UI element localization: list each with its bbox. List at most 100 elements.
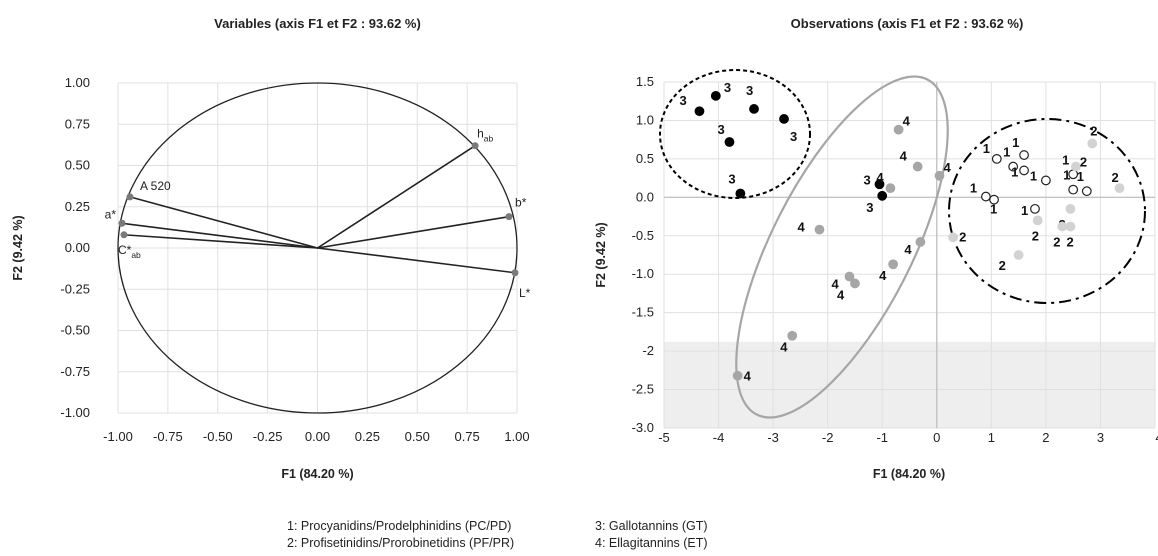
x-tick-label: -1 (876, 430, 888, 445)
x-tick-label: -5 (658, 430, 670, 445)
observation-point (948, 232, 959, 243)
x-tick-label: -1.00 (103, 429, 133, 444)
vector-line (317, 145, 476, 249)
legend-entry-3: 3: Gallotannins (GT) (595, 519, 708, 533)
vector-label: hab (477, 127, 493, 144)
x-tick-label: -2 (822, 430, 834, 445)
observation-point (735, 188, 746, 199)
cluster-gallotannins (659, 69, 811, 199)
x-tick-label: 3 (1097, 430, 1104, 445)
x-axis-label: F1 (84.20 %) (873, 467, 945, 481)
y-tick-label: 0.50 (65, 158, 90, 173)
observation-label: 2 (1090, 124, 1097, 139)
observation-point (1087, 138, 1098, 149)
observations-chart: Observations (axis F1 et F2 : 93.62 %) -5… (594, 16, 1158, 481)
y-tick-label: 0.00 (65, 240, 90, 255)
observation-point (749, 104, 759, 114)
vector-line (123, 234, 318, 249)
x-axis-label: F1 (84.20 %) (281, 467, 353, 481)
y-tick-label: -0.75 (60, 364, 90, 379)
legend-entry-1: 1: Procyanidins/Prodelphinidins (PC/PD) (287, 519, 512, 533)
observation-label: 2 (1053, 235, 1060, 250)
observation-label: 3 (728, 171, 735, 186)
observation-point (1019, 150, 1029, 160)
legend-entry-2: 2: Profisetinidins/Prorobinetidins (PF/P… (287, 536, 515, 550)
observations-title: Observations (axis F1 et F2 : 93.62 %) (791, 16, 1024, 31)
observation-label: 1 (1003, 145, 1010, 160)
observation-label: 1 (1063, 168, 1070, 183)
observation-point (787, 330, 798, 341)
observation-label: 4 (879, 268, 887, 283)
observation-label: 4 (900, 149, 908, 164)
observation-point (1013, 250, 1024, 260)
observation-point (980, 191, 991, 202)
legend-col-1: 1: Procyanidins/Prodelphinidins (PC/PD) … (287, 518, 514, 552)
y-tick-label: -2.5 (632, 382, 654, 397)
vector-line (121, 222, 318, 249)
correlation-circle (117, 82, 518, 414)
x-tick-label: 2 (1042, 430, 1049, 445)
y-axis-label: F2 (9.42 %) (594, 222, 608, 287)
vector-point (511, 269, 519, 277)
observation-point (724, 137, 735, 147)
x-tick-label: -0.75 (153, 429, 183, 444)
observation-point (1030, 203, 1040, 214)
observation-label: 1 (1011, 164, 1018, 179)
observation-label: 3 (679, 93, 686, 108)
observation-label: 4 (837, 287, 845, 302)
x-tick-label: 0.00 (305, 429, 330, 444)
observation-point (915, 237, 926, 247)
vector-label: a* (105, 207, 117, 221)
observation-point (989, 194, 999, 205)
vector-label: L* (519, 286, 531, 300)
observation-label: 3 (790, 129, 797, 144)
vector-label: b* (515, 196, 527, 210)
observation-point (991, 153, 1002, 164)
observation-label: 2 (999, 258, 1006, 273)
legend-entry-4: 4: Ellagitannins (ET) (595, 536, 708, 550)
y-tick-label: -2 (642, 343, 654, 358)
observation-point (1019, 165, 1029, 176)
observation-label: 2 (959, 229, 966, 244)
observation-label: 3 (863, 172, 870, 187)
observation-point (850, 278, 860, 289)
vector-label: C*ab (118, 243, 141, 260)
observation-label: 4 (876, 170, 884, 185)
vector-point (471, 142, 479, 150)
observation-label: 4 (780, 340, 788, 355)
vector-label: A 520 (140, 179, 171, 193)
observation-point (888, 259, 899, 270)
observation-label: 1 (1021, 203, 1028, 218)
y-tick-label: -0.50 (60, 323, 90, 338)
vector-line (317, 215, 510, 249)
observation-point (1008, 161, 1019, 172)
observation-point (1057, 221, 1068, 232)
y-tick-label: 1.5 (636, 74, 654, 89)
observation-label: 1 (1030, 168, 1037, 183)
observation-point (874, 179, 885, 190)
observation-label: 1 (970, 181, 977, 196)
observation-point (877, 190, 888, 201)
observation-label: 3 (746, 83, 753, 98)
y-tick-label: -3.0 (632, 420, 654, 435)
vector-line (317, 247, 516, 274)
x-tick-label: -0.50 (203, 429, 233, 444)
observation-label: 4 (744, 369, 752, 384)
observation-point (844, 271, 855, 282)
x-tick-label: 4 (1155, 430, 1158, 445)
y-tick-label: 0.25 (65, 199, 90, 214)
observation-point (779, 114, 789, 124)
observation-label: 4 (904, 242, 912, 257)
x-tick-label: 1.00 (504, 429, 529, 444)
vector-point (118, 219, 126, 227)
observation-point (694, 106, 705, 117)
x-tick-label: 0.25 (355, 429, 380, 444)
observation-label: 1 (1062, 152, 1069, 167)
y-tick-label: 0.5 (636, 151, 654, 166)
vector-point (505, 213, 513, 221)
legend-col-2: 3: Gallotannins (GT) 4: Ellagitannins (E… (595, 518, 708, 552)
observation-label: 1 (1077, 169, 1084, 184)
y-tick-label: -0.5 (632, 228, 654, 243)
